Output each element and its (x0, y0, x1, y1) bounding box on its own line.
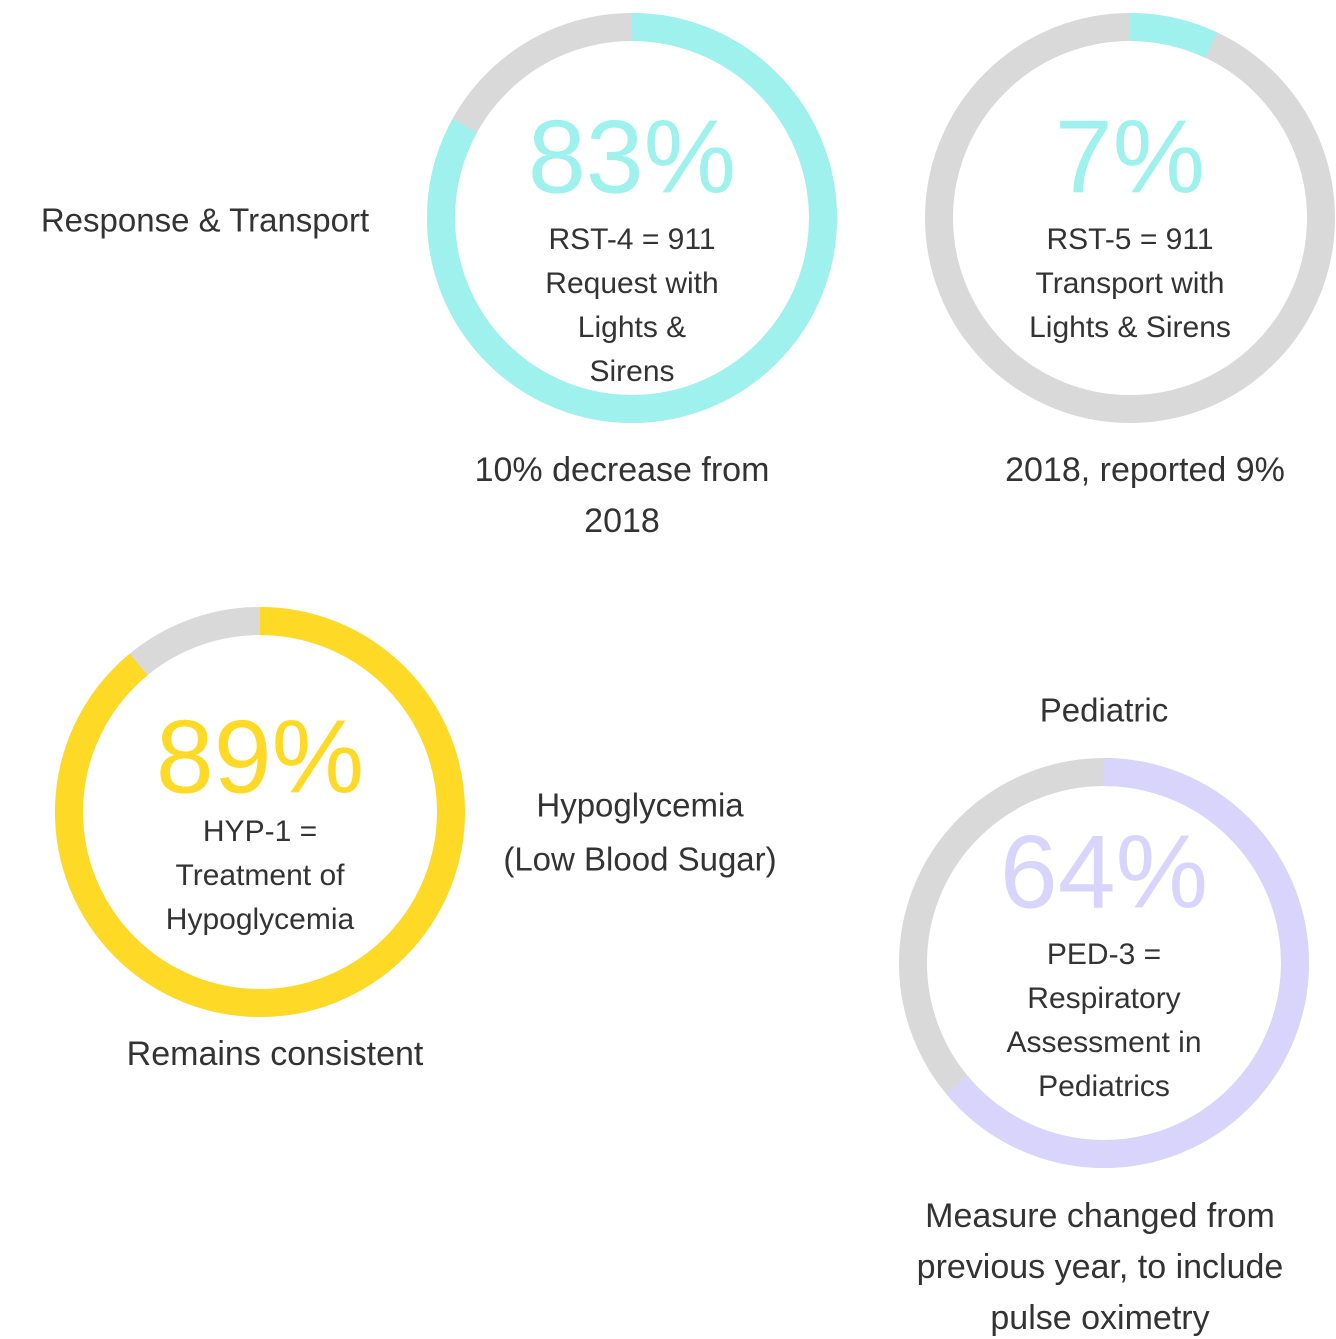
ring-arc (925, 13, 1335, 423)
measure-description: Assessment in (1006, 1026, 1201, 1059)
measure-note: 2018, reported 9% (1005, 451, 1285, 489)
section-heading: Pediatric (1040, 692, 1168, 729)
percent-label: 83% (528, 99, 736, 215)
section-heading: Hypoglycemia (536, 787, 744, 824)
measure-description: RST-4 = 911 (548, 223, 715, 256)
percent-label: 64% (1000, 814, 1208, 930)
measure-description: Request with (545, 267, 718, 300)
measure-note: previous year, to include (917, 1248, 1284, 1286)
ring-track (925, 13, 1335, 423)
ring-arc (899, 758, 1309, 1168)
measure-description: PED-3 = (1047, 938, 1161, 971)
percent-label: 7% (1055, 99, 1205, 215)
section-heading: (Low Blood Sugar) (503, 841, 776, 878)
measure-note: pulse oximetry (990, 1299, 1209, 1337)
measure-note: Measure changed from (925, 1197, 1275, 1235)
measure-description: RST-5 = 911 (1046, 223, 1213, 256)
percent-label: 89% (156, 699, 364, 815)
ring-arc (427, 13, 837, 423)
measure-description: Hypoglycemia (166, 903, 355, 936)
measure-description: Sirens (589, 355, 674, 388)
measure-description: Pediatrics (1038, 1070, 1170, 1103)
measure-description: HYP-1 = (203, 815, 317, 848)
measure-description: Treatment of (176, 859, 346, 892)
measure-note: 10% decrease from (475, 451, 770, 489)
section-heading: Response & Transport (41, 202, 369, 239)
measure-note: 2018 (584, 502, 660, 540)
measure-description: Transport with (1036, 267, 1225, 300)
measure-description: Respiratory (1027, 982, 1180, 1015)
ring-arc (55, 607, 465, 1017)
measure-note: Remains consistent (127, 1035, 424, 1073)
measure-description: Lights & (578, 311, 686, 344)
measure-description: Lights & Sirens (1029, 311, 1231, 344)
